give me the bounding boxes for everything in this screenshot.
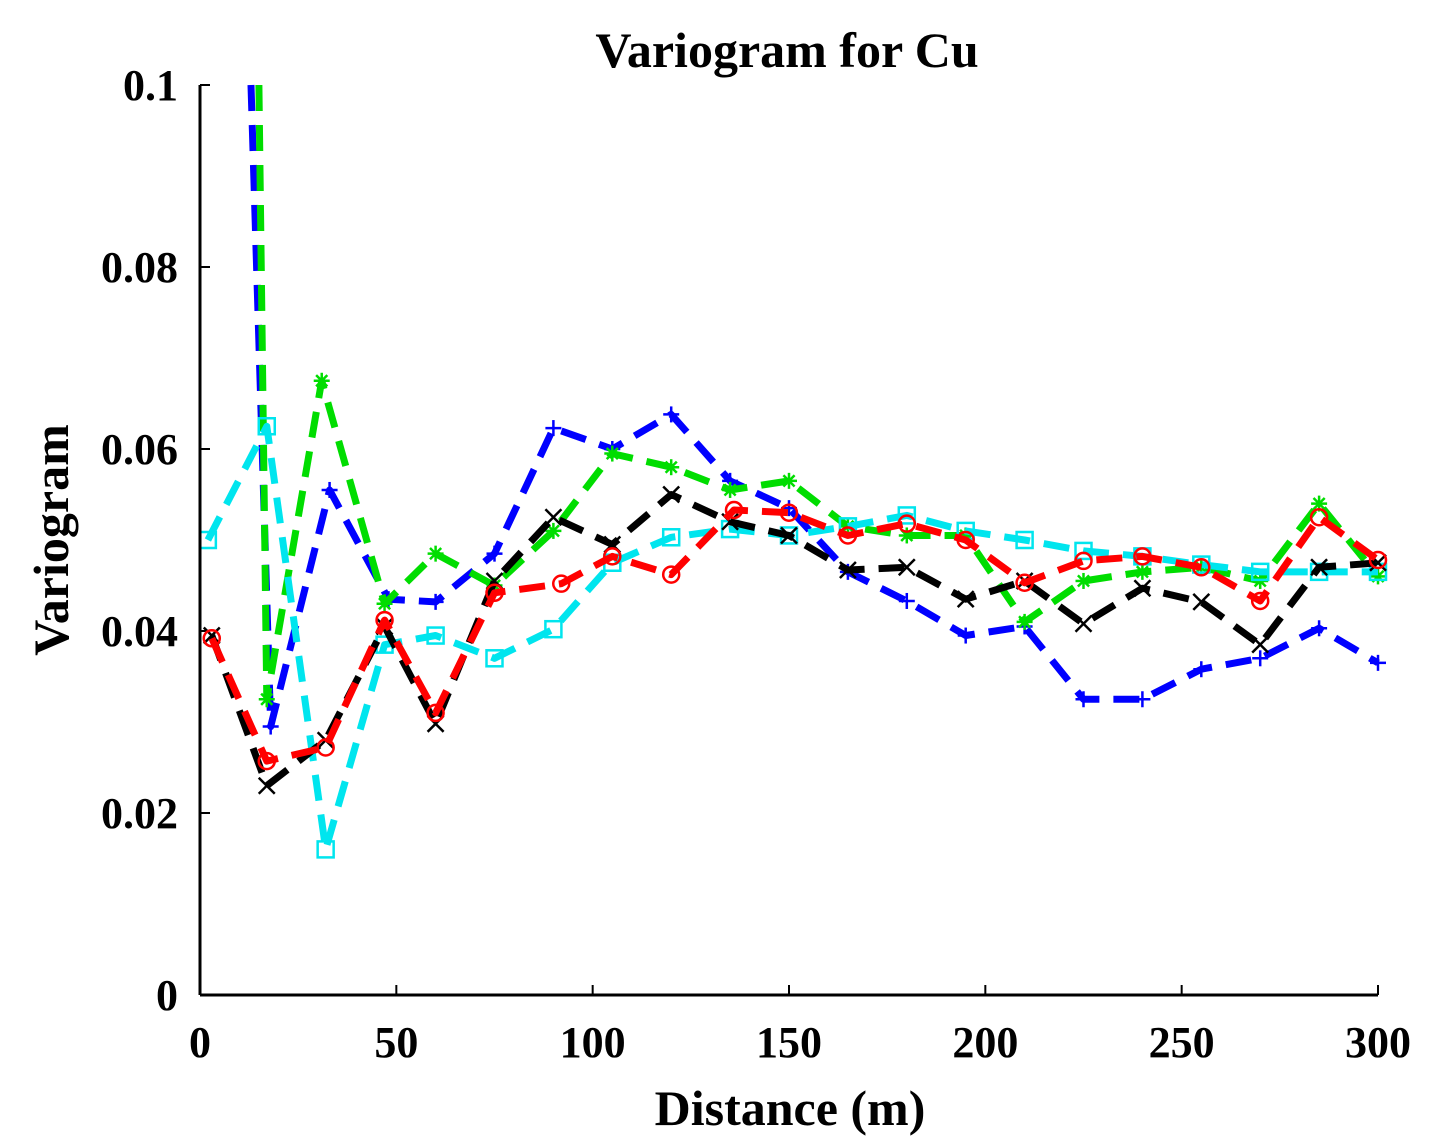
data-point-red (552, 574, 571, 593)
data-point-green (258, 691, 275, 708)
data-point-blue (663, 406, 680, 423)
y-axis-label: Variogram (23, 424, 79, 655)
data-point-red (603, 547, 622, 566)
data-point-red (202, 629, 222, 648)
x-tick-label: 200 (952, 1018, 1018, 1067)
x-tick-label: 50 (374, 1018, 418, 1067)
y-tick-label: 0 (156, 971, 178, 1020)
data-point-green (781, 472, 797, 489)
x-tick-label: 300 (1345, 1018, 1411, 1067)
x-tick-label: 0 (189, 1018, 211, 1067)
data-point-blue (898, 592, 915, 609)
data-point-red (897, 514, 917, 533)
y-tick-label: 0.02 (101, 789, 178, 838)
y-tick-label: 0.06 (101, 425, 178, 474)
data-point-blue (486, 545, 503, 562)
series-red (202, 500, 1388, 771)
data-point-red (1192, 558, 1211, 577)
data-point-green (1075, 572, 1092, 589)
data-point-blue (262, 718, 279, 735)
data-point-green (663, 459, 680, 476)
y-axis-ticks: 0 0.02 0.04 0.06 0.08 0.1 (101, 61, 210, 1020)
data-point-red (316, 738, 335, 757)
x-axis-ticks: 0 50 100 150 200 250 300 (189, 985, 1411, 1067)
x-tick-label: 250 (1149, 1018, 1215, 1067)
data-point-cyan (316, 840, 335, 859)
data-point-black (1251, 635, 1270, 654)
data-point-black (956, 590, 975, 609)
data-point-black (662, 485, 681, 504)
data-point-black (202, 626, 221, 645)
data-point-blue (1370, 654, 1386, 671)
data-point-red (779, 503, 799, 522)
data-point-red (661, 565, 681, 584)
data-point-black (780, 526, 798, 545)
series-line-green (255, 84, 1381, 703)
data-point-cyan (1074, 541, 1093, 561)
series-line-blue (247, 84, 1380, 730)
data-point-cyan (661, 528, 681, 547)
x-axis-label: Distance (m) (655, 1080, 926, 1136)
chart-title: Variogram for Cu (595, 22, 978, 78)
data-point-cyan (1015, 530, 1034, 550)
data-point-cyan (897, 506, 917, 525)
data-point-red (375, 610, 394, 630)
data-point-blue (1075, 691, 1092, 708)
data-point-red (1250, 591, 1270, 611)
data-point-blue (1311, 620, 1328, 637)
data-point-green (1134, 563, 1151, 580)
data-point-green (427, 545, 444, 562)
series-line-red (208, 506, 1381, 765)
data-point-green (722, 481, 739, 498)
data-point-cyan (1250, 562, 1270, 582)
data-point-blue (1193, 661, 1210, 678)
series-line-black (208, 491, 1379, 790)
data-point-red (838, 526, 858, 545)
plot-area (198, 84, 1388, 859)
data-point-red (1015, 573, 1034, 593)
data-point-black (1133, 579, 1152, 598)
data-point-green (1016, 613, 1033, 630)
data-point-cyan (257, 417, 277, 436)
data-point-black (839, 561, 857, 579)
data-point-red (1368, 550, 1388, 570)
data-point-red (1074, 551, 1093, 571)
data-point-blue (1134, 691, 1151, 708)
data-point-blue (1252, 650, 1269, 667)
y-tick-label: 0.08 (101, 243, 178, 292)
data-point-red (426, 703, 445, 723)
data-point-cyan (485, 649, 504, 668)
data-point-black (257, 776, 276, 795)
y-tick-label: 0.04 (101, 607, 178, 656)
data-point-cyan (426, 626, 445, 645)
x-tick-label: 150 (756, 1018, 822, 1067)
data-point-black (544, 508, 563, 527)
data-point-black (1310, 558, 1328, 577)
data-point-red (1309, 508, 1329, 527)
data-point-green (604, 445, 621, 462)
data-point-blue (957, 627, 974, 644)
data-point-red (257, 751, 277, 771)
data-point-black (1074, 614, 1093, 633)
data-point-blue (427, 593, 444, 610)
x-tick-label: 100 (560, 1018, 626, 1067)
series-blue (247, 84, 1386, 735)
data-point-black (1192, 592, 1211, 611)
data-point-green (376, 595, 393, 612)
data-point-cyan (544, 619, 563, 639)
data-point-green (545, 522, 562, 539)
data-point-blue (321, 481, 338, 498)
data-point-blue (545, 420, 562, 437)
data-point-red (724, 500, 744, 520)
y-tick-label: 0.1 (123, 61, 178, 110)
data-point-black (897, 558, 916, 577)
data-point-red (956, 530, 975, 550)
data-point-red (1133, 547, 1152, 566)
data-point-red (485, 583, 504, 603)
series-black (202, 485, 1387, 795)
data-point-green (313, 372, 330, 389)
